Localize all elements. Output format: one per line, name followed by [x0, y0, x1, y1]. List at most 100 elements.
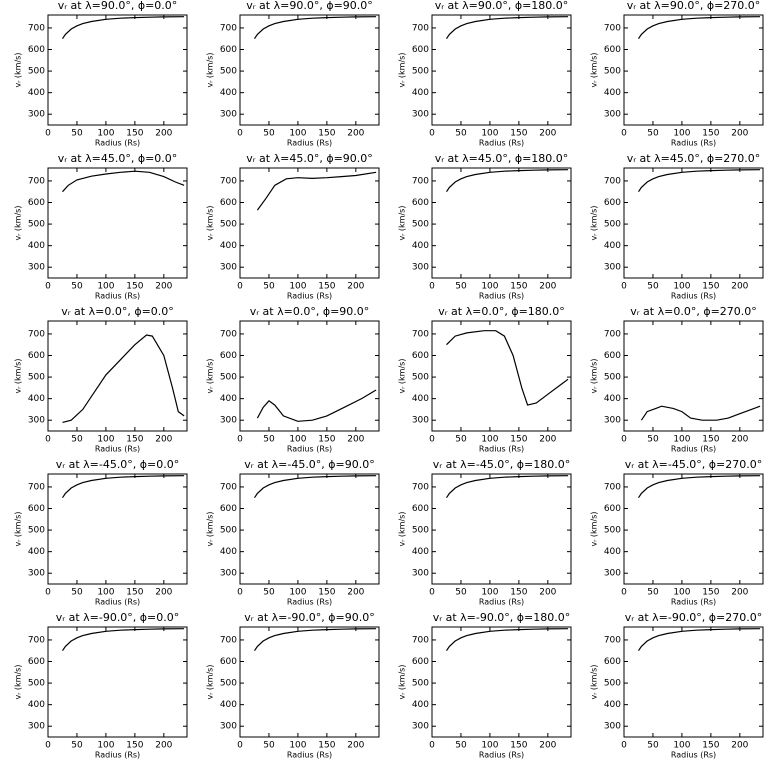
plot-frame	[623, 167, 764, 279]
x-tick-label: 150	[702, 282, 719, 292]
plot-frame	[431, 626, 572, 738]
panel: vᵣ at λ=0.0°, ϕ=180.0° 0 50 100 150 200 300 400…	[398, 305, 572, 454]
x-tick-label: 150	[702, 129, 719, 139]
plot-frame	[47, 320, 188, 432]
x-tick-label: 150	[702, 435, 719, 445]
x-tick-label: 200	[539, 741, 556, 751]
x-tick-label: 200	[347, 741, 364, 751]
x-tick-label: 50	[455, 588, 467, 598]
panel-title: vᵣ at λ=45.0°, ϕ=270.0°	[627, 152, 761, 165]
y-tick-label: 600	[604, 657, 621, 667]
panel-title: vᵣ at λ=45.0°, ϕ=90.0°	[246, 152, 373, 165]
x-tick-label: 100	[673, 282, 690, 292]
x-tick-label: 50	[71, 129, 83, 139]
y-tick-label: 700	[604, 23, 621, 33]
plot-frame	[431, 14, 572, 126]
panel-title: vᵣ at λ=-45.0°, ϕ=90.0°	[244, 458, 375, 471]
y-tick-label: 300	[412, 110, 429, 120]
x-tick-label: 50	[647, 741, 659, 751]
data-line	[254, 16, 377, 40]
x-tick-label: 150	[126, 282, 143, 292]
y-tick-label: 600	[604, 45, 621, 55]
plot-frame	[239, 473, 380, 585]
x-tick-label: 150	[318, 282, 335, 292]
plot-frame	[47, 473, 188, 585]
y-tick-label: 600	[604, 504, 621, 514]
y-tick-label: 500	[412, 67, 429, 77]
plot-frame	[239, 320, 380, 432]
y-tick-label: 400	[220, 547, 237, 557]
y-tick-label: 500	[604, 679, 621, 689]
y-tick-label: 400	[28, 700, 45, 710]
panel: vᵣ at λ=-45.0°, ϕ=180.0° 0 50 100 150 200 300 4…	[398, 458, 572, 607]
panel-title: vᵣ at λ=0.0°, ϕ=90.0°	[250, 305, 370, 318]
panel-title: vᵣ at λ=0.0°, ϕ=0.0°	[61, 305, 174, 318]
y-tick-label: 300	[220, 263, 237, 273]
x-tick-label: 150	[126, 588, 143, 598]
x-tick-label: 200	[155, 588, 172, 598]
y-tick-label: 400	[28, 241, 45, 251]
y-tick-label: 600	[28, 198, 45, 208]
plot-frame	[239, 626, 380, 738]
y-tick-label: 500	[220, 679, 237, 689]
y-tick-label: 300	[28, 263, 45, 273]
data-line	[446, 475, 569, 499]
panel: vᵣ at λ=-45.0°, ϕ=270.0° 0 50 100 150 200 300 4…	[590, 458, 764, 607]
y-tick-label: 700	[220, 329, 237, 339]
x-tick-label: 0	[45, 741, 51, 751]
panel: vᵣ at λ=0.0°, ϕ=270.0° 0 50 100 150 200 300 400…	[590, 305, 764, 454]
data-line	[256, 171, 377, 211]
y-tick-label: 300	[412, 569, 429, 579]
y-axis-label: vᵣ (km/s)	[398, 53, 407, 88]
y-tick-label: 600	[220, 198, 237, 208]
x-tick-label: 150	[510, 588, 527, 598]
y-tick-label: 500	[604, 373, 621, 383]
y-tick-label: 300	[412, 722, 429, 732]
y-tick-label: 700	[28, 482, 45, 492]
x-tick-label: 100	[481, 435, 498, 445]
y-tick-label: 400	[28, 88, 45, 98]
x-tick-label: 0	[45, 129, 51, 139]
x-tick-label: 50	[263, 129, 275, 139]
panel: vᵣ at λ=90.0°, ϕ=180.0° 0 50 100 150 200 300 40…	[398, 0, 572, 148]
data-line	[446, 16, 569, 40]
x-axis-label: Radius (Rs)	[671, 139, 716, 148]
x-tick-label: 0	[237, 588, 243, 598]
x-axis-label: Radius (Rs)	[671, 292, 716, 301]
x-tick-label: 50	[71, 282, 83, 292]
panel: vᵣ at λ=-45.0°, ϕ=90.0° 0 50 100 150 200 300 40…	[206, 458, 380, 607]
y-tick-label: 500	[412, 679, 429, 689]
y-tick-label: 400	[412, 88, 429, 98]
y-tick-label: 300	[604, 263, 621, 273]
x-tick-label: 100	[673, 741, 690, 751]
x-tick-label: 150	[510, 741, 527, 751]
x-axis-label: Radius (Rs)	[671, 445, 716, 454]
data-line	[446, 169, 569, 193]
y-tick-label: 400	[220, 394, 237, 404]
y-tick-label: 400	[220, 700, 237, 710]
x-tick-label: 150	[126, 129, 143, 139]
y-tick-label: 300	[220, 110, 237, 120]
x-tick-label: 0	[237, 435, 243, 445]
y-tick-label: 700	[220, 23, 237, 33]
y-tick-label: 600	[28, 504, 45, 514]
y-axis-label: vᵣ (km/s)	[398, 206, 407, 241]
x-tick-label: 100	[97, 129, 114, 139]
y-tick-label: 500	[220, 373, 237, 383]
x-tick-label: 0	[45, 588, 51, 598]
y-tick-label: 700	[220, 176, 237, 186]
x-tick-label: 0	[237, 129, 243, 139]
x-tick-label: 50	[455, 741, 467, 751]
x-tick-label: 150	[126, 435, 143, 445]
x-tick-label: 150	[510, 435, 527, 445]
panel-title: vᵣ at λ=45.0°, ϕ=180.0°	[435, 152, 569, 165]
y-tick-label: 300	[412, 263, 429, 273]
y-tick-label: 500	[28, 679, 45, 689]
y-tick-label: 700	[220, 635, 237, 645]
y-tick-label: 700	[412, 482, 429, 492]
y-tick-label: 400	[220, 88, 237, 98]
y-axis-label: vᵣ (km/s)	[14, 206, 23, 241]
x-axis-label: Radius (Rs)	[95, 292, 140, 301]
